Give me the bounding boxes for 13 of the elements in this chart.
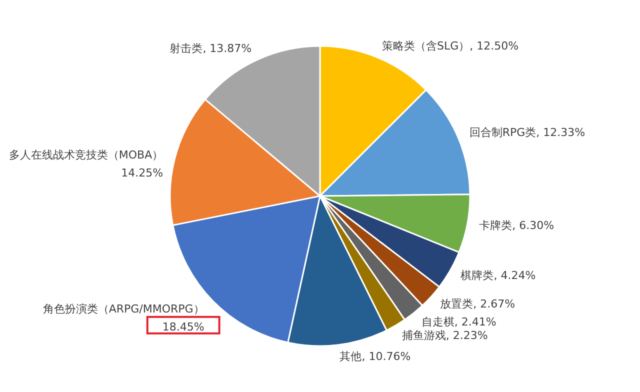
data-label: 18.45% [162, 320, 204, 334]
slice-label: 角色扮演类（ARPG/MMORPG） [42, 302, 204, 316]
slice-label: 放置类, 2.67% [440, 298, 516, 311]
slice-label: 策略类（含SLG）, 12.50% [382, 39, 519, 52]
slice-label: 棋牌类, 4.24% [460, 269, 536, 282]
slice-label: 捕鱼游戏, 2.23% [402, 328, 488, 342]
slice-label: 多人在线战术竞技类（MOBA） [8, 148, 164, 162]
slice-label: 回合制RPG类, 12.33% [469, 126, 586, 140]
data-label: 14.25% [121, 166, 164, 180]
slice-label: 自走棋, 2.41% [421, 315, 496, 328]
slice-label: 卡牌类, 6.30% [479, 219, 554, 232]
slice-label: 射击类, 13.87% [170, 42, 252, 56]
slice-label: 其他, 10.76% [340, 350, 411, 363]
